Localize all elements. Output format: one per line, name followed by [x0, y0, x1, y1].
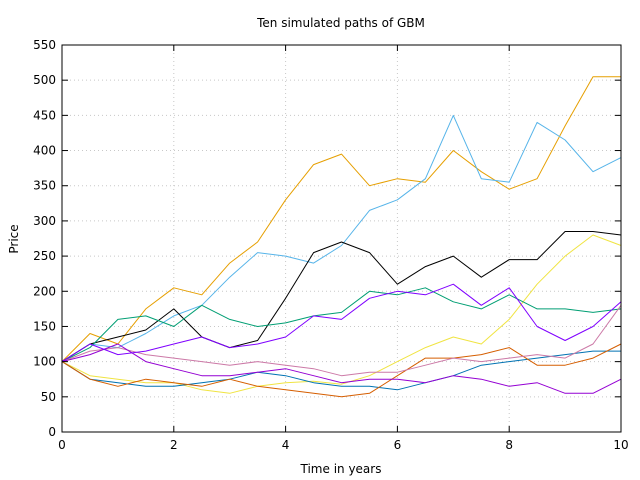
- y-tick-label: 350: [33, 179, 56, 193]
- x-tick-label: 0: [58, 438, 66, 452]
- series-line-7: [61, 343, 622, 398]
- series-line-8: [61, 305, 622, 377]
- series-layer: [61, 76, 622, 398]
- series-line-10: [61, 283, 622, 363]
- series-line-3: [61, 231, 622, 363]
- x-tick-label: 6: [394, 438, 402, 452]
- x-tick-label: 4: [282, 438, 290, 452]
- y-tick-label: 0: [48, 425, 56, 439]
- y-tick-label: 400: [33, 144, 56, 158]
- y-tick-label: 500: [33, 73, 56, 87]
- y-tick-label: 150: [33, 319, 56, 333]
- x-axis-ticks: 0 2 4 6 8 10: [58, 45, 629, 452]
- series-line-5: [61, 287, 622, 363]
- y-tick-label: 550: [33, 38, 56, 52]
- y-axis-label: Price: [7, 224, 21, 253]
- series-line-1: [61, 76, 621, 362]
- y-tick-label: 450: [33, 108, 56, 122]
- y-tick-label: 300: [33, 214, 56, 228]
- y-tick-label: 50: [41, 390, 56, 404]
- series-line-9: [61, 343, 622, 394]
- series-line-2: [61, 114, 622, 363]
- y-axis-ticks: 0 50 100 150 200 250 300 350 400 450 500 550: [33, 38, 621, 439]
- y-tick-label: 100: [33, 355, 56, 369]
- y-tick-label: 250: [33, 249, 56, 263]
- chart-title: Ten simulated paths of GBM: [256, 16, 425, 30]
- plot-frame: [61, 44, 622, 433]
- x-tick-label: 8: [505, 438, 513, 452]
- x-tick-label: 10: [613, 438, 628, 452]
- grid-lines: [62, 45, 621, 432]
- series-line-4: [61, 234, 622, 394]
- y-tick-label: 200: [33, 284, 56, 298]
- x-tick-label: 2: [170, 438, 178, 452]
- x-axis-label: Time in years: [300, 462, 382, 476]
